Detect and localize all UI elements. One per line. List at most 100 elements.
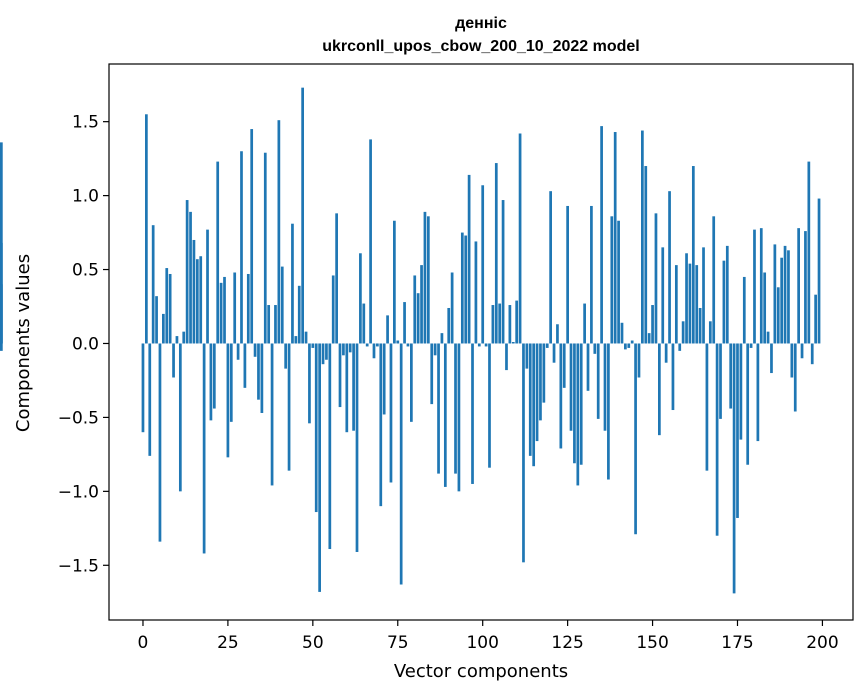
bar xyxy=(328,343,332,550)
bar xyxy=(301,87,304,344)
bar xyxy=(668,191,671,344)
bar xyxy=(800,343,804,359)
bar xyxy=(270,343,274,486)
y-tick-label: −0.5 xyxy=(58,408,99,428)
bar xyxy=(226,343,230,458)
bar xyxy=(763,272,767,344)
bar xyxy=(797,228,800,344)
x-axis-ticks: 0 25 50 75 100 125 150 175 200 xyxy=(138,620,839,653)
bar xyxy=(291,223,294,344)
bar xyxy=(746,343,750,465)
bar xyxy=(525,343,529,369)
bar xyxy=(664,343,668,363)
bar xyxy=(277,120,281,344)
bar xyxy=(369,139,372,344)
bar xyxy=(545,343,549,348)
bar xyxy=(280,266,284,344)
chart-title: денніс xyxy=(455,15,507,32)
bar xyxy=(776,287,780,344)
bar xyxy=(539,343,542,421)
bar xyxy=(416,293,420,344)
bar xyxy=(471,343,474,484)
bar xyxy=(732,343,736,594)
bar xyxy=(501,200,505,344)
bar xyxy=(178,343,182,492)
bar xyxy=(702,247,705,344)
x-tick-label: 25 xyxy=(217,633,239,653)
bar xyxy=(189,211,192,344)
bar xyxy=(773,244,777,344)
bar xyxy=(715,343,719,536)
bar xyxy=(246,273,250,344)
bar xyxy=(627,343,631,348)
bar xyxy=(236,343,240,360)
bar xyxy=(583,303,586,344)
bar xyxy=(579,343,583,465)
bar xyxy=(389,343,393,483)
bar xyxy=(705,343,709,471)
bar xyxy=(613,132,617,344)
bar xyxy=(447,307,451,344)
bar xyxy=(294,336,298,344)
bar xyxy=(212,343,216,409)
bar xyxy=(596,343,600,419)
bar xyxy=(719,343,722,419)
bar xyxy=(637,343,641,378)
bar xyxy=(678,343,682,351)
bar xyxy=(423,211,427,344)
bar xyxy=(229,343,233,422)
bar-series xyxy=(0,87,821,594)
bar xyxy=(685,253,688,344)
bar xyxy=(352,343,355,431)
bar xyxy=(440,333,444,344)
bar xyxy=(691,166,695,344)
bar xyxy=(712,216,716,344)
y-tick-label: 0.0 xyxy=(72,334,99,354)
bar xyxy=(603,343,607,431)
bar xyxy=(790,343,794,378)
bar xyxy=(654,213,658,344)
bar xyxy=(172,343,175,378)
bar xyxy=(420,265,423,344)
bar xyxy=(148,343,152,456)
bar xyxy=(175,336,179,344)
bar xyxy=(403,302,406,344)
bar xyxy=(725,245,729,344)
bar xyxy=(620,322,624,344)
x-tick-label: 50 xyxy=(302,633,324,653)
x-tick-label: 200 xyxy=(806,633,838,653)
bar xyxy=(787,250,790,344)
bar xyxy=(158,343,162,542)
bar xyxy=(250,129,254,344)
bar xyxy=(426,216,430,344)
bar xyxy=(780,257,784,344)
bar xyxy=(695,265,699,344)
bar xyxy=(243,343,247,388)
bar xyxy=(674,265,678,344)
bar xyxy=(209,343,213,421)
bar xyxy=(522,343,525,563)
bar xyxy=(593,343,597,354)
y-tick-label: 1.5 xyxy=(72,113,99,133)
bar xyxy=(206,229,209,344)
bar xyxy=(240,151,243,344)
bar xyxy=(192,239,196,344)
bar xyxy=(399,343,403,585)
bar xyxy=(253,343,257,357)
bar xyxy=(308,343,311,424)
chart-subtitle: ukrconll_upos_cbow_200_10_2022 model xyxy=(322,38,639,55)
bar xyxy=(793,343,797,412)
bar xyxy=(260,343,264,413)
bar xyxy=(338,343,342,408)
y-tick-label: −1.5 xyxy=(58,556,99,576)
bar xyxy=(141,343,145,433)
bar xyxy=(182,331,186,344)
bar xyxy=(464,235,468,344)
bar xyxy=(430,343,434,405)
x-tick-label: 175 xyxy=(721,633,753,653)
bar xyxy=(532,343,536,467)
bar xyxy=(365,343,369,347)
bar xyxy=(498,303,502,344)
